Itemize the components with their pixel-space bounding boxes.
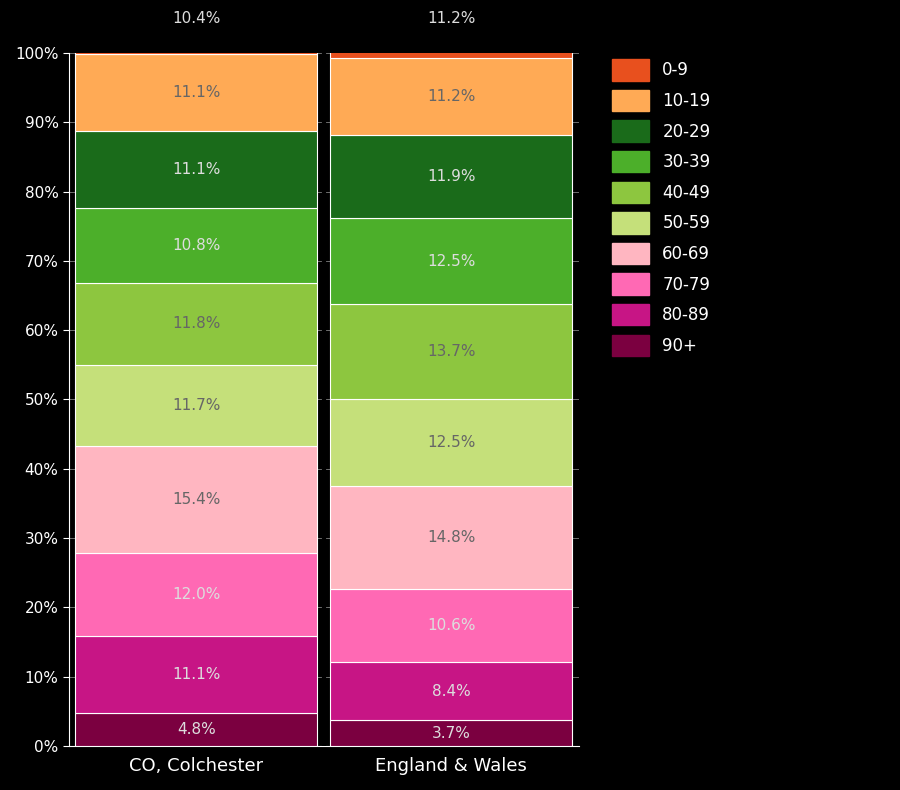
Text: 10.6%: 10.6%	[427, 618, 475, 633]
Bar	[76, 636, 318, 713]
Text: 8.4%: 8.4%	[432, 683, 471, 698]
Legend: 0-9, 10-19, 20-29, 30-39, 40-49, 50-59, 60-69, 70-79, 80-89, 90+: 0-9, 10-19, 20-29, 30-39, 40-49, 50-59, …	[608, 55, 716, 361]
Bar	[76, 446, 318, 552]
Bar	[330, 720, 572, 746]
Bar	[330, 218, 572, 304]
Text: 3.7%: 3.7%	[432, 725, 471, 740]
Bar	[330, 589, 572, 662]
Bar	[76, 365, 318, 446]
Text: 12.5%: 12.5%	[427, 435, 475, 450]
Text: 4.8%: 4.8%	[177, 722, 216, 737]
Bar	[76, 208, 318, 283]
Text: 10.4%: 10.4%	[172, 11, 220, 26]
Text: 15.4%: 15.4%	[172, 491, 220, 506]
Text: 11.2%: 11.2%	[427, 89, 475, 104]
Text: 10.8%: 10.8%	[172, 238, 220, 253]
Bar	[330, 304, 572, 400]
Text: 11.1%: 11.1%	[172, 667, 220, 682]
Bar	[76, 55, 318, 131]
Bar	[76, 131, 318, 208]
Text: 11.1%: 11.1%	[172, 162, 220, 177]
Bar	[330, 486, 572, 589]
Text: 11.7%: 11.7%	[172, 398, 220, 413]
Bar	[76, 283, 318, 365]
Bar	[330, 0, 572, 58]
Bar	[330, 135, 572, 218]
Bar	[76, 0, 318, 55]
Text: 11.8%: 11.8%	[172, 316, 220, 331]
Text: 11.1%: 11.1%	[172, 85, 220, 100]
Text: 12.5%: 12.5%	[427, 254, 475, 269]
Text: 11.2%: 11.2%	[427, 12, 475, 26]
Bar	[76, 713, 318, 746]
Bar	[330, 58, 572, 135]
Text: 11.9%: 11.9%	[427, 169, 475, 184]
Bar	[330, 662, 572, 720]
Bar	[330, 400, 572, 486]
Bar	[76, 552, 318, 636]
Text: 14.8%: 14.8%	[427, 530, 475, 545]
Text: 12.0%: 12.0%	[172, 587, 220, 602]
Text: 13.7%: 13.7%	[427, 344, 475, 359]
